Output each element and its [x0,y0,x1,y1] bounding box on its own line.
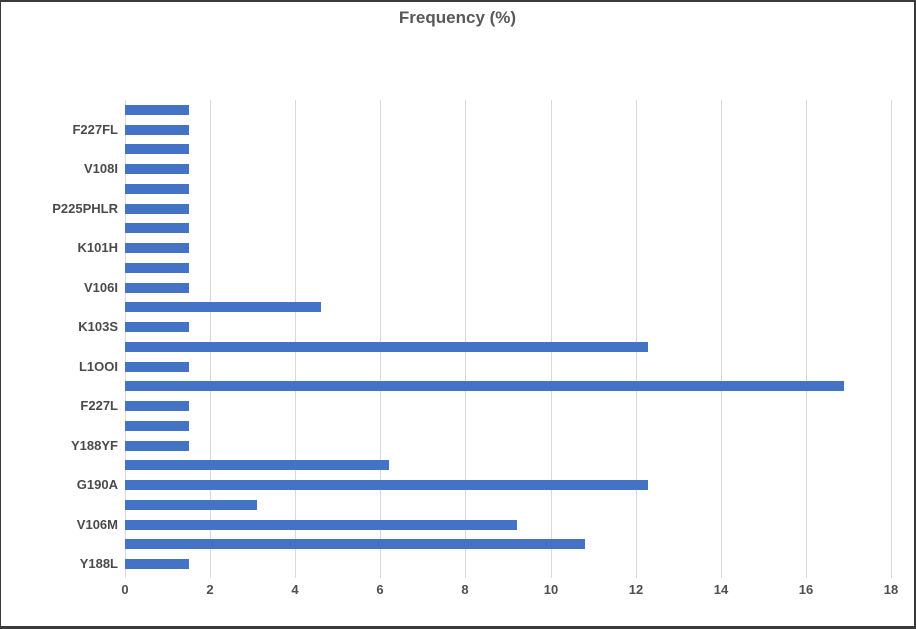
category-label-P225PHLR: P225PHLR [52,201,118,216]
x-tick-label-10: 10 [543,582,559,597]
bar-row-19 [125,460,389,470]
bar-row-3 [125,144,189,154]
gridline-x-8 [465,100,466,578]
x-tick-label-2: 2 [206,582,214,597]
bar-V106I [125,283,189,293]
gridline-x-18 [891,100,892,578]
gridline-x-16 [806,100,807,578]
x-tick-label-8: 8 [461,582,469,597]
category-label-V106I: V106I [84,280,118,295]
bar-V106M [125,520,517,530]
gridline-x-4 [295,100,296,578]
x-tick-label-18: 18 [883,582,899,597]
category-label-V108I: V108I [84,161,118,176]
bar-row-15 [125,381,844,391]
bar-L1OOI [125,362,189,372]
bar-Y188YF [125,441,189,451]
x-tick-label-6: 6 [376,582,384,597]
bar-F227L [125,401,189,411]
chart-title: Frequency (%) [398,8,517,27]
bar-row-23 [125,539,585,549]
x-tick-label-14: 14 [713,582,729,597]
bar-row-11 [125,302,321,312]
x-tick-label-4: 4 [291,582,299,597]
category-label-V106M: V106M [76,517,118,532]
bar-row-9 [125,263,189,273]
bar-G190A [125,480,648,490]
gridline-x-0 [125,100,126,578]
bar-row-21 [125,500,257,510]
bar-Y188L [125,559,189,569]
bar-row-17 [125,421,189,431]
bar-row-1 [125,105,189,115]
category-label-K101H: K101H [77,240,118,255]
category-label-L1OOI: L1OOI [78,359,118,374]
category-label-Y188L: Y188L [79,556,118,571]
category-label-G190A: G190A [76,477,118,492]
gridline-x-14 [721,100,722,578]
x-tick-label-0: 0 [121,582,129,597]
category-label-K103S: K103S [78,319,118,334]
x-tick-label-16: 16 [798,582,814,597]
gridline-x-6 [380,100,381,578]
category-label-Y188YF: Y188YF [71,438,118,453]
bar-row-5 [125,184,189,194]
bar-F227FL [125,125,189,135]
bar-P225PHLR [125,204,189,214]
bar-V108I [125,164,189,174]
gridline-x-12 [636,100,637,578]
x-tick-label-12: 12 [628,582,644,597]
bar-K101H [125,243,189,253]
category-label-F227L: F227L [80,398,118,413]
category-label-F227FL: F227FL [72,122,118,137]
gridline-x-2 [210,100,211,578]
bar-row-13 [125,342,648,352]
bar-row-7 [125,223,189,233]
gridline-x-10 [551,100,552,578]
bar-K103S [125,322,189,332]
